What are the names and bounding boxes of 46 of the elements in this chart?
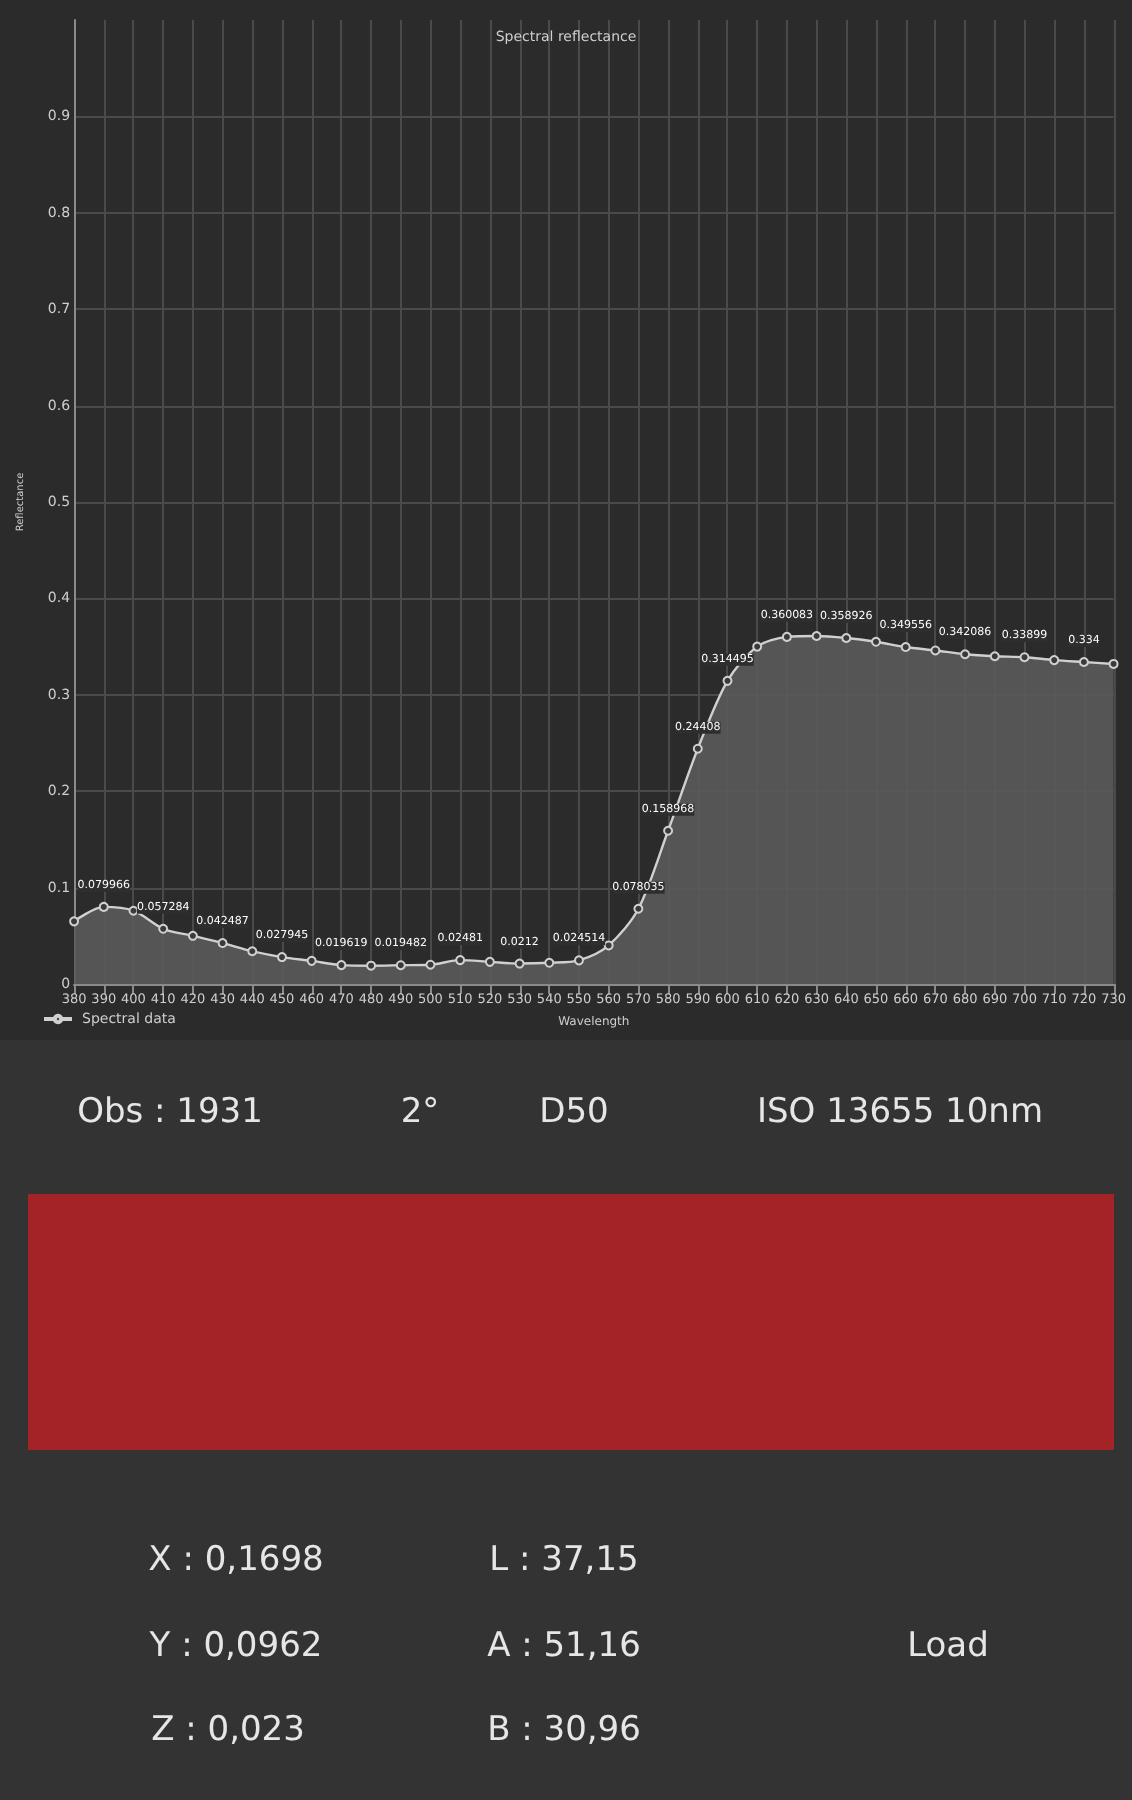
point: [247, 946, 258, 957]
point: [633, 903, 644, 914]
point: [1078, 657, 1089, 668]
text: Load: [907, 1626, 989, 1666]
point: [544, 957, 555, 968]
point: [395, 960, 406, 971]
point: [69, 916, 80, 927]
point: [306, 955, 317, 966]
point: [484, 956, 495, 967]
point: [187, 930, 198, 941]
text: L : 37,15: [489, 1540, 639, 1580]
point: [425, 959, 436, 970]
point: [603, 940, 614, 951]
point: [158, 923, 169, 934]
text: D50: [539, 1092, 609, 1132]
point: [217, 938, 228, 949]
text: A : 51,16: [487, 1626, 641, 1666]
point: [336, 960, 347, 971]
text: Obs : 1931: [77, 1092, 263, 1132]
point: [276, 952, 287, 963]
point: [930, 645, 941, 656]
point: [900, 642, 911, 653]
point: [98, 901, 109, 912]
point: [514, 958, 525, 969]
point: [811, 631, 822, 641]
point: [841, 633, 852, 643]
text: B : 30,96: [487, 1710, 641, 1750]
point: [366, 960, 377, 971]
text: Z : 0,023: [151, 1710, 305, 1750]
point: [663, 825, 674, 836]
point: [752, 641, 763, 652]
point: [989, 651, 1000, 662]
point: [692, 743, 703, 754]
point: [1108, 658, 1119, 669]
point: [781, 631, 792, 642]
point: [960, 649, 971, 660]
text: ISO 13655 10nm: [756, 1092, 1044, 1132]
point: [871, 636, 881, 647]
point: [455, 955, 466, 966]
point: [1049, 655, 1060, 666]
text: 2°: [400, 1092, 440, 1132]
point: [722, 675, 733, 686]
text: X : 0,1698: [148, 1540, 324, 1580]
text: Y : 0,0962: [149, 1626, 323, 1666]
point: [1019, 652, 1030, 663]
point: [573, 955, 584, 966]
